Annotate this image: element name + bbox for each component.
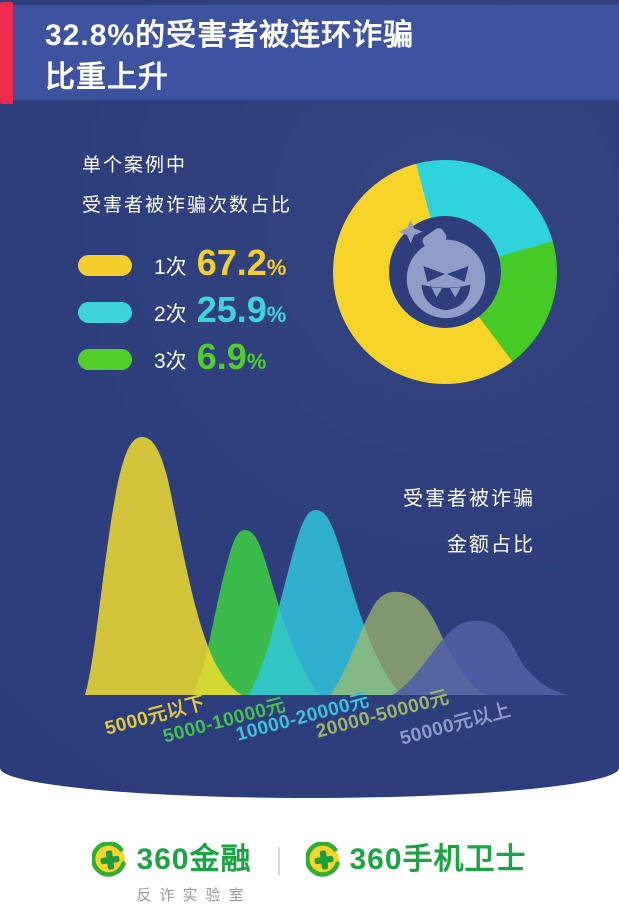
hill-50000plus xyxy=(392,620,568,695)
page-title-line2: 比重上升 xyxy=(45,61,169,94)
title-banner: 32.8%的受害者被连环诈骗 比重上升 xyxy=(0,5,619,100)
hero-section: 32.8%的受害者被连环诈骗 比重上升 单个案例中 受害者被诈骗次数占比 1次 … xyxy=(0,0,619,798)
donut-subtitle-line1: 单个案例中 xyxy=(82,155,188,176)
bomb-fang-right xyxy=(449,287,461,298)
legend-label-2: 2次 xyxy=(154,302,187,326)
brand-right: 360手机卫士 xyxy=(305,842,527,878)
legend-label-3: 3次 xyxy=(154,349,187,373)
legend-label-1: 1次 xyxy=(154,255,187,279)
legend-value-unit-1: % xyxy=(266,255,287,280)
wave-chart-title-line2: 金额占比 xyxy=(447,534,535,556)
footer-divider xyxy=(277,847,280,875)
legend-row-1: 1次 67.2% xyxy=(78,242,286,289)
legend-value-number-1: 67.2 xyxy=(196,242,267,283)
360-jinrong-logo-icon xyxy=(92,842,127,877)
legend-value-number-3: 6.9 xyxy=(196,336,247,377)
legend-swatch-1 xyxy=(78,255,132,276)
page-title-line1: 32.8%的受害者被连环诈骗 xyxy=(45,19,415,52)
bomb-fang-left xyxy=(431,287,443,298)
brand-left-name: 360金融 xyxy=(136,843,252,876)
legend-value-number-2: 25.9 xyxy=(196,289,267,330)
360-shouji-weishi-logo-icon xyxy=(305,842,340,877)
brand-right-name: 360手机卫士 xyxy=(349,843,527,876)
wave-chart-title: 受害者被诈骗 金额占比 xyxy=(403,476,535,568)
donut-chart xyxy=(333,160,557,384)
hill-below5000 xyxy=(85,437,242,695)
donut-subtitle: 单个案例中 受害者被诈骗次数占比 xyxy=(82,146,292,226)
bomb-spark xyxy=(398,219,423,244)
legend-value-unit-2: % xyxy=(266,302,287,327)
donut-subtitle-line2: 受害者被诈骗次数占比 xyxy=(82,195,293,216)
legend-row-2: 2次 25.9% xyxy=(78,289,286,336)
legend-swatch-3 xyxy=(78,349,132,370)
donut-legend: 1次 67.2% 2次 25.9% 3次 6.9% xyxy=(78,242,286,383)
bomb-icon xyxy=(398,219,486,319)
wave-chart-title-line1: 受害者被诈骗 xyxy=(403,488,535,510)
legend-row-3: 3次 6.9% xyxy=(78,336,286,383)
legend-value-1: 67.2% xyxy=(197,245,287,286)
bomb-eye-left xyxy=(423,266,445,282)
footer: 360金融 反诈实验室 360手机卫士 xyxy=(0,798,619,912)
legend-value-unit-3: % xyxy=(246,349,267,374)
legend-value-3: 6.9% xyxy=(197,339,267,380)
legend-swatch-2 xyxy=(78,302,132,323)
title-accent-bar xyxy=(0,2,13,104)
amount-distribution-chart xyxy=(85,437,568,695)
bomb-eye-right xyxy=(446,266,469,282)
legend-value-2: 25.9% xyxy=(197,292,287,333)
brand-left-subtitle: 反诈实验室 xyxy=(136,887,252,904)
brand-left: 360金融 反诈实验室 xyxy=(92,842,251,905)
